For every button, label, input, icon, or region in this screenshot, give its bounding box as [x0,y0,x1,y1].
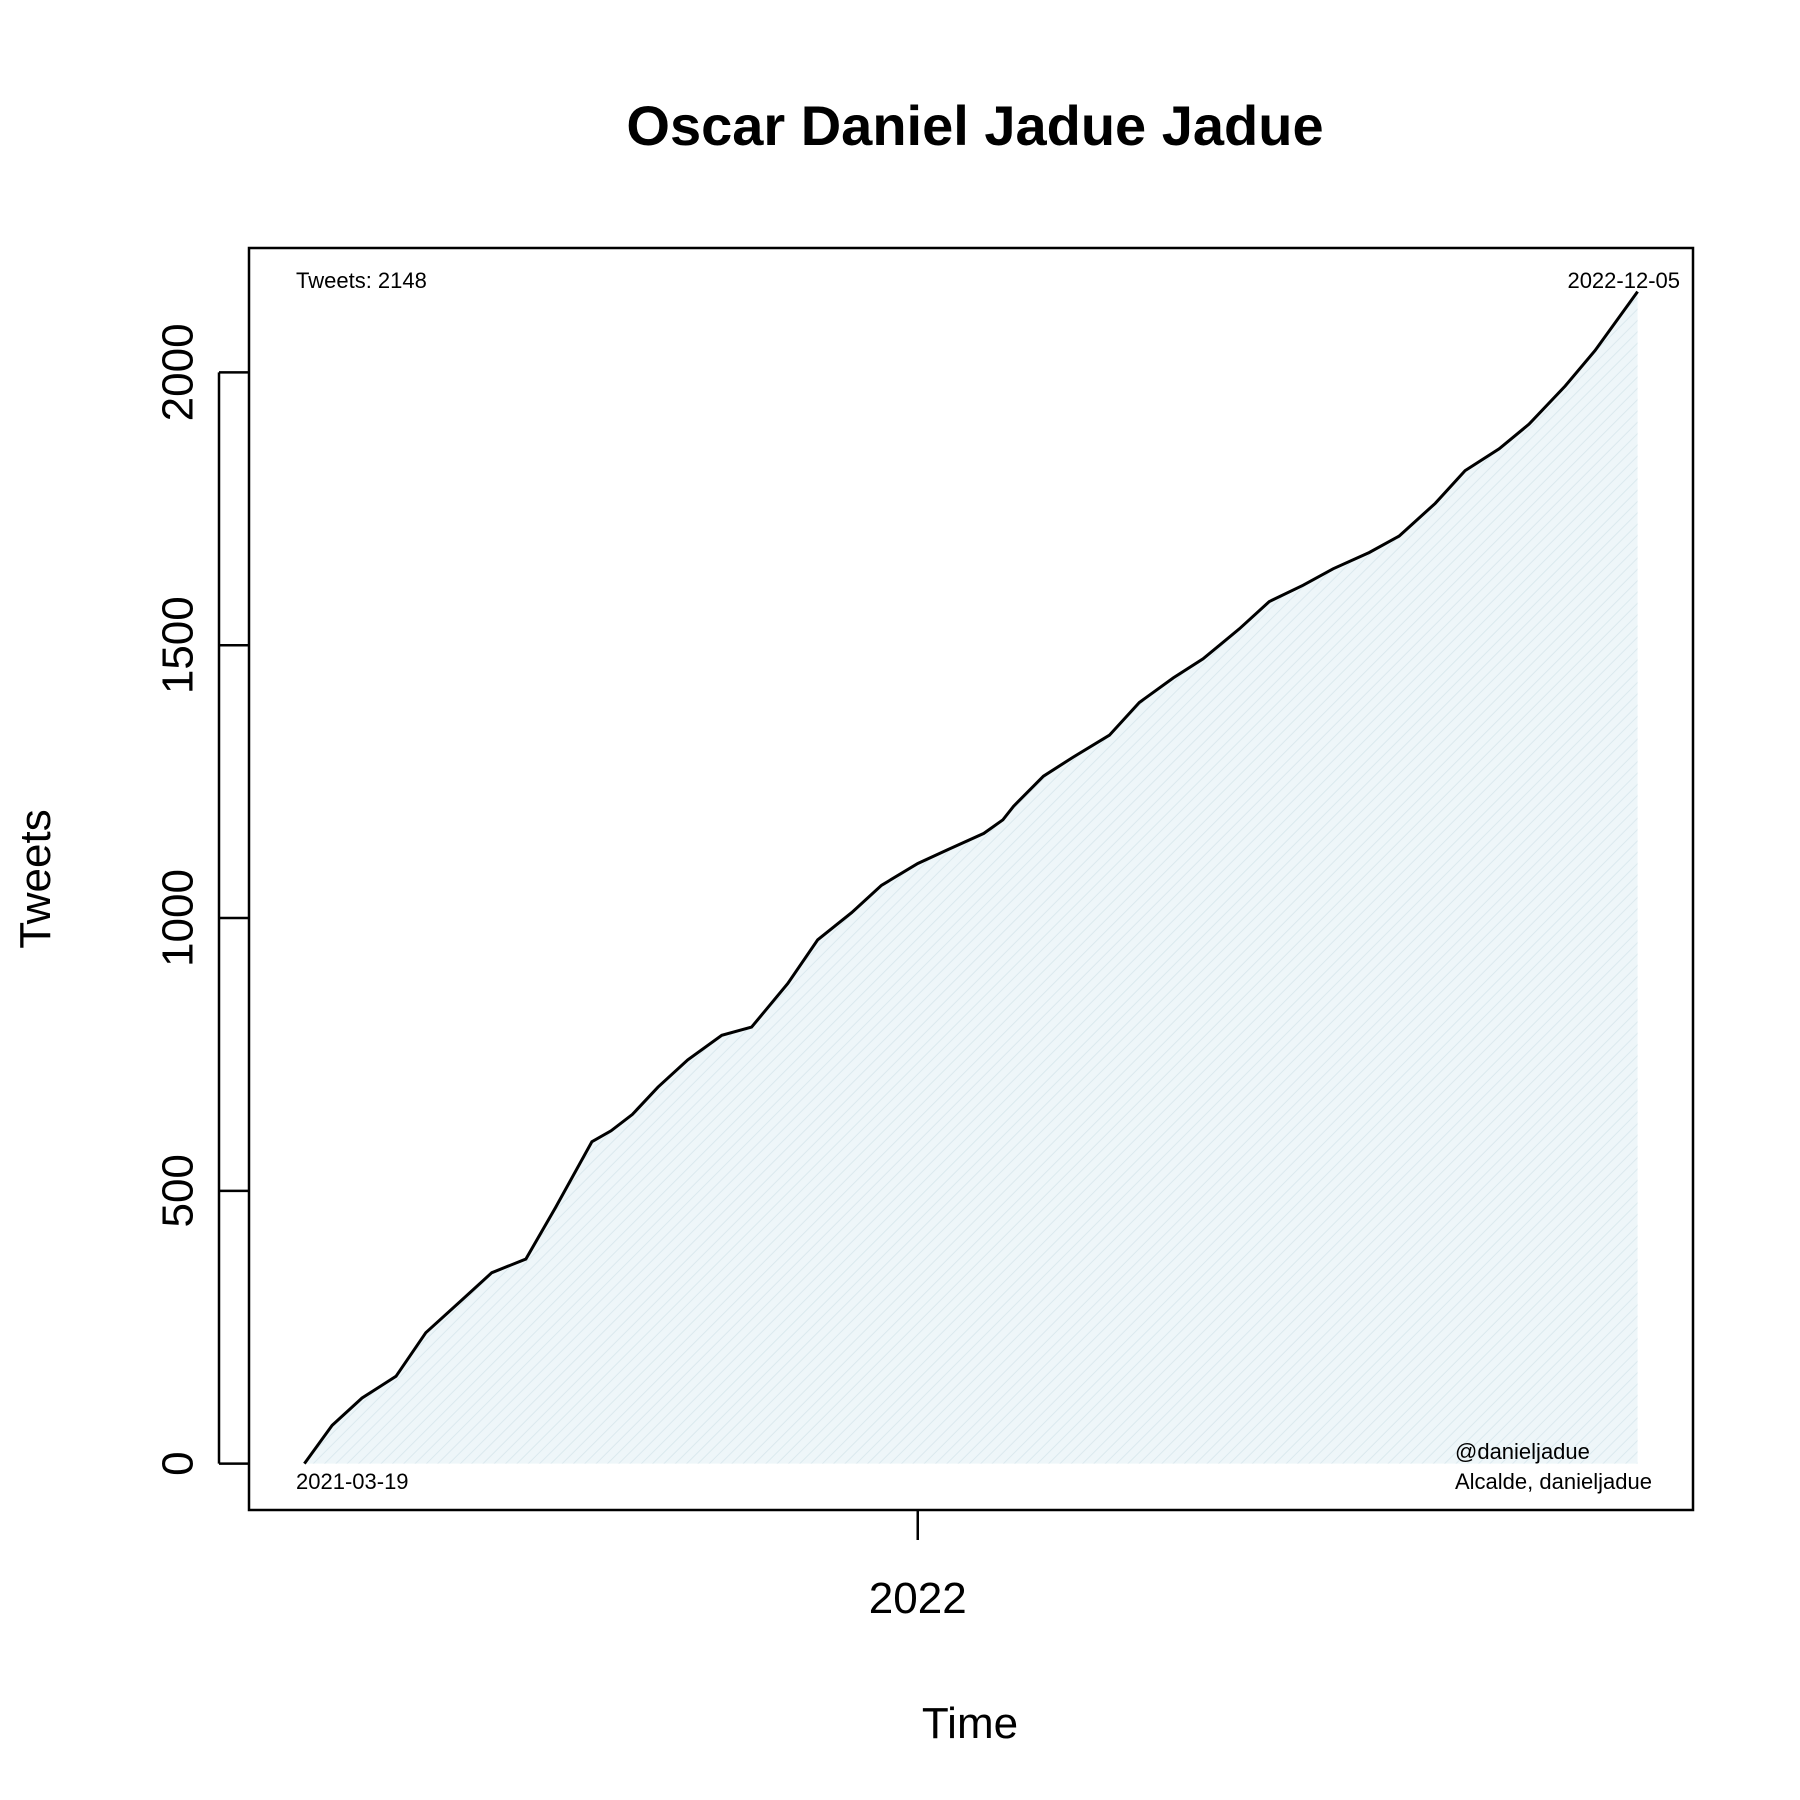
y-axis-label: Tweets [11,809,60,948]
cumulative-tweets-area [304,291,1638,1464]
plot-area [303,290,1639,1465]
cumulative-tweets-line [303,290,1639,1465]
y-tick-label: 500 [153,1154,202,1227]
y-axis: 0 500 1000 1500 2000 [153,323,249,1476]
end-date-annotation: 2022-12-05 [1567,268,1680,293]
start-date-annotation: 2021-03-19 [296,1469,409,1494]
x-tick-label: 2022 [869,1574,967,1623]
x-axis: 2022 [869,1510,967,1623]
y-tick-label: 1000 [153,869,202,967]
chart-title: Oscar Daniel Jadue Jadue [626,94,1323,157]
plot-frame [247,246,1695,1512]
y-tick-label: 1500 [153,596,202,694]
y-tick-label: 2000 [153,323,202,421]
handle-annotation: @danieljadue [1455,1439,1590,1464]
y-tick-label: 0 [153,1451,202,1475]
x-axis-label: Time [922,1699,1018,1748]
tweet-count-annotation: Tweets: 2148 [296,268,427,293]
account-description-annotation: Alcalde, danieljadue [1455,1469,1652,1494]
